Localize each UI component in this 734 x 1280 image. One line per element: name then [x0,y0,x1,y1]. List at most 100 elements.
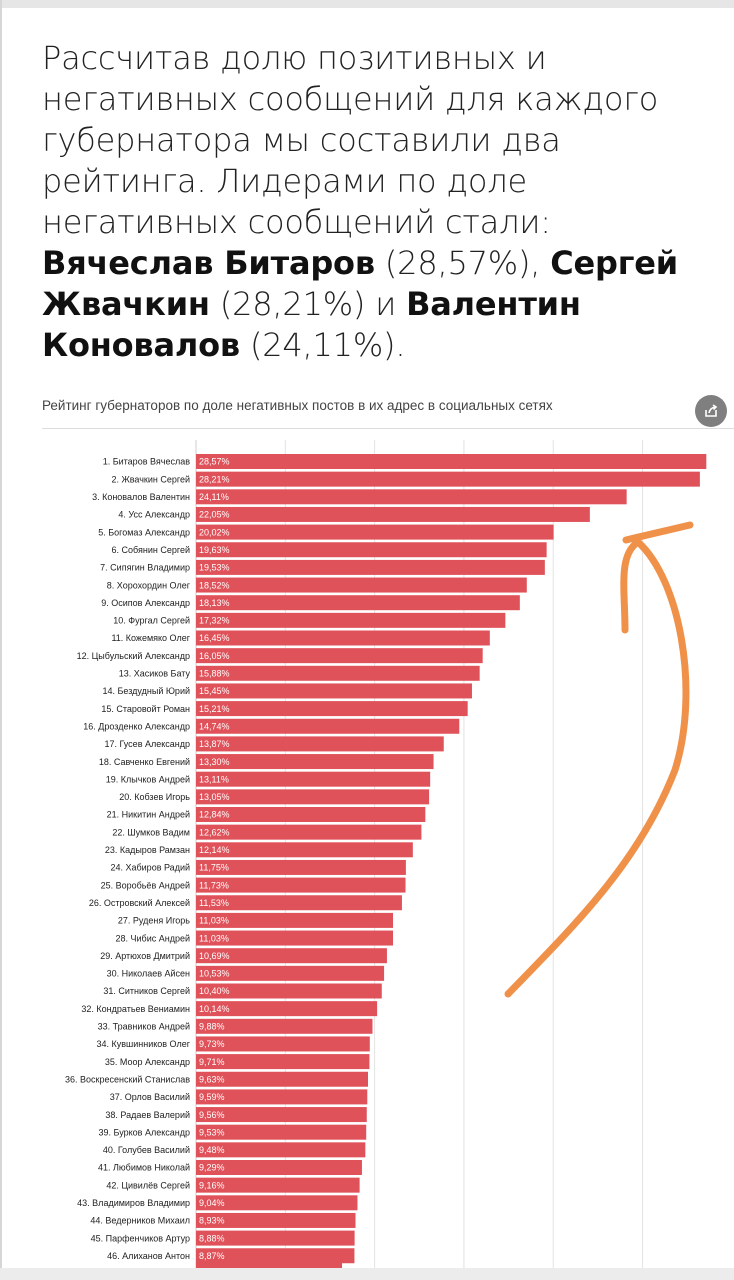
value-label: 9,71% [199,1057,225,1067]
value-label: 11,53% [199,898,229,908]
category-label: 34. Кувшинников Олег [96,1039,190,1049]
category-label: 43. Владимиров Владимир [77,1198,190,1208]
category-label: 19. Клычков Андрей [106,774,190,784]
bar [196,859,406,875]
bar [196,736,444,752]
arrow-shaft [504,538,690,998]
value-label: 17,32% [199,616,230,626]
value-label: 8,87% [199,1251,225,1261]
value-label: 16,05% [199,651,230,661]
bar [196,630,490,646]
bar [196,1124,367,1140]
bar [196,1195,358,1211]
category-label: 35. Моор Александр [105,1057,190,1067]
bar [196,1001,378,1017]
category-label: 16. Дрозденко Александр [83,721,190,731]
category-label: 20. Кобзев Игорь [119,792,190,802]
chart-title: Рейтинг губернаторов по доле негативных … [42,398,553,413]
leader-1-name: Вячеслав Битаров [42,244,375,282]
category-label: 39. Бурков Александр [99,1127,190,1137]
value-label: 10,40% [199,986,230,996]
category-label: 2. Жвачкин Сергей [111,474,190,484]
value-label: 12,14% [199,845,230,855]
bar [196,1160,362,1175]
bar [196,683,472,699]
value-label: 10,53% [199,969,230,979]
bar [196,595,520,611]
leader-2-name: Сергей Жвачкин [42,244,678,323]
value-label: 11,73% [199,880,229,890]
bar [196,771,431,787]
category-label: 4. Усс Александр [118,510,190,520]
category-label: 30. Николаев Айсен [107,969,190,979]
value-label: 16,45% [199,633,230,643]
category-label: 21. Никитин Андрей [107,810,190,820]
bar [196,1036,370,1052]
value-label: 19,53% [199,563,230,573]
share-button[interactable] [695,395,727,427]
bar [196,1071,369,1087]
left-edge [0,0,2,1280]
value-label: 14,74% [199,721,230,731]
value-label: 19,63% [199,545,230,555]
value-label: 13,11% [199,774,229,784]
bar [196,665,480,681]
headline: Рассчитав долю позитивных и негативных с… [42,38,722,366]
headline-separator: , [530,244,541,282]
value-label: 11,03% [199,916,229,926]
value-label: 9,63% [199,1074,225,1084]
category-label: 15. Старовойт Роман [101,704,190,714]
value-label: 9,73% [199,1039,225,1049]
bar [196,1248,355,1264]
value-label: 18,13% [199,598,230,608]
value-label: 28,57% [199,457,230,467]
bar-chart: 1. Битаров Вячеслав 28,57% 2. Жвачкин Серг… [65,440,707,1268]
bar [196,701,468,717]
headline-conjunction: и [375,285,397,323]
category-label: 22. Шумков Вадим [112,827,190,837]
category-label: 10. Фургал Сергей [113,616,190,626]
value-label: 12,62% [199,827,230,837]
bar [196,1018,373,1034]
category-label: 38. Радаев Валерий [105,1110,190,1120]
category-label: 24. Хабиров Радий [110,863,190,873]
value-label: 9,59% [199,1092,225,1102]
bar [196,471,700,487]
category-label: 18. Савченко Евгений [99,757,190,767]
chart-divider [42,428,734,429]
category-label: 46. Алиханов Антон [107,1251,190,1261]
value-label: 9,04% [199,1198,225,1208]
category-label: 3. Коновалов Валентин [92,492,190,502]
value-label: 9,16% [199,1180,225,1190]
bar [196,718,460,734]
category-label: 26. Островский Алексей [89,898,190,908]
bar [196,612,506,628]
category-label: 32. Кондратьев Вениамин [81,1004,190,1014]
value-label: 20,02% [199,527,230,537]
top-bar [0,0,734,8]
category-label: 40. Голубев Василий [103,1145,190,1155]
value-label: 24,11% [199,492,229,502]
bar [196,824,422,840]
bar [196,1177,360,1193]
category-label: 13. Хасиков Бату [119,669,191,679]
category-label: 25. Воробьёв Андрей [101,880,190,890]
value-label: 15,88% [199,669,230,679]
category-label: 27. Руденя Игорь [118,916,190,926]
category-label: 44. Ведерников Михаил [90,1216,190,1226]
bar [196,877,406,893]
category-label: 7. Сипягин Владимир [100,563,190,573]
value-label: 8,93% [199,1216,225,1226]
category-label: 11. Кожемяко Олег [111,633,190,643]
bar [196,524,554,540]
bar [196,1230,355,1246]
value-label: 18,52% [199,580,230,590]
bar [196,577,527,593]
category-label: 45. Парфенчиков Артур [91,1233,190,1243]
share-icon [705,404,718,417]
bar [196,559,545,575]
bar [196,842,413,858]
value-label: 9,48% [199,1145,225,1155]
bar [196,1142,366,1158]
leader-3-share: (24,11%) [249,326,396,364]
